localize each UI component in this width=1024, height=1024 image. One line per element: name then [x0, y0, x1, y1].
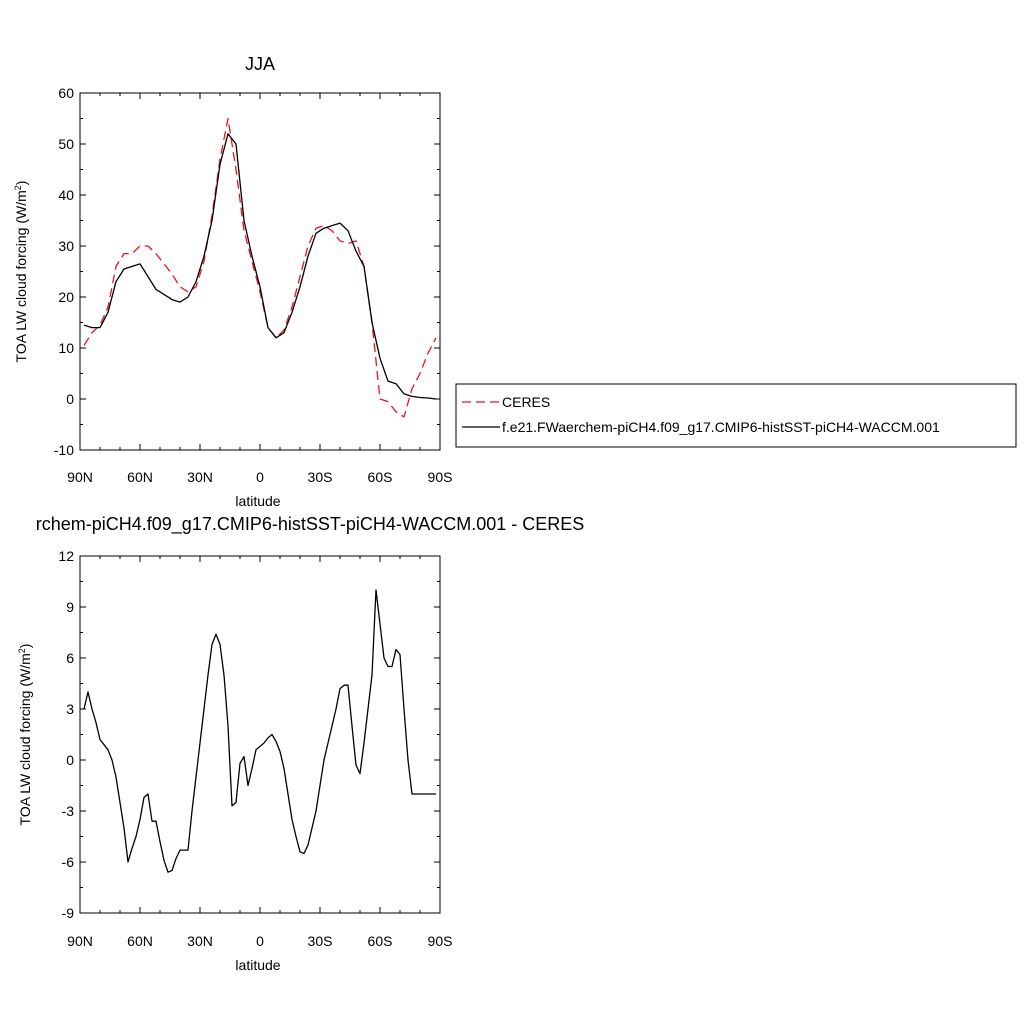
series-line-difference	[83, 589, 436, 873]
y-axis-label: TOA LW cloud forcing (W/m2)	[17, 644, 33, 826]
x-tick-label: 90S	[428, 469, 453, 485]
series-line-ceres	[83, 117, 437, 418]
plot-frame	[79, 92, 441, 451]
y-tick-label: 9	[66, 599, 74, 615]
chart-title: rchem-piCH4.f09_g17.CMIP6-histSST-piCH4-…	[36, 514, 585, 535]
y-tick-label: 6	[66, 650, 74, 666]
x-tick-label: 0	[256, 933, 264, 949]
y-tick-label: 30	[58, 238, 74, 254]
y-tick-label: -9	[62, 905, 75, 921]
y-tick-label: 40	[58, 187, 74, 203]
x-axis-label: latitude	[235, 957, 280, 973]
legend-box	[455, 383, 1017, 448]
x-tick-label: 90S	[428, 933, 453, 949]
y-tick-label: 20	[58, 289, 74, 305]
y-tick-label: 12	[58, 548, 74, 564]
x-tick-label: 90N	[67, 469, 93, 485]
x-tick-label: 60S	[368, 933, 393, 949]
y-tick-label: -6	[62, 854, 75, 870]
x-tick-label: 0	[256, 469, 264, 485]
y-tick-label: -3	[62, 803, 75, 819]
chart-title: JJA	[245, 54, 275, 74]
x-tick-label: 30N	[187, 933, 213, 949]
x-tick-label: 60S	[368, 469, 393, 485]
y-tick-label: 0	[66, 391, 74, 407]
y-axis-label-main: TOA LW cloud forcing (W/m	[13, 190, 29, 362]
y-tick-label: -10	[54, 442, 74, 458]
y-axis-label-main: TOA LW cloud forcing (W/m	[17, 653, 33, 825]
y-axis-label-close: )	[17, 644, 33, 649]
y-axis-label: TOA LW cloud forcing (W/m2)	[13, 181, 29, 363]
bottom-panel: rchem-piCH4.f09_g17.CMIP6-histSST-piCH4-…	[17, 514, 584, 973]
y-axis-label-close: )	[13, 181, 29, 186]
x-axis-label: latitude	[235, 493, 280, 509]
series-line-model	[83, 133, 437, 400]
y-tick-label: 60	[58, 85, 74, 101]
legend: CERES f.e21.FWaerchem-piCH4.f09_g17.CMIP6…	[455, 383, 1017, 448]
x-tick-label: 90N	[67, 933, 93, 949]
y-axis-label-exponent: 2	[17, 648, 27, 653]
x-tick-label: 30S	[308, 933, 333, 949]
legend-label-ceres: CERES	[502, 394, 550, 410]
y-tick-label: 0	[66, 752, 74, 768]
plot-frame	[79, 555, 441, 914]
x-tick-label: 30N	[187, 469, 213, 485]
y-axis-label-exponent: 2	[13, 185, 23, 190]
x-tick-label: 60N	[127, 933, 153, 949]
y-tick-label: 50	[58, 136, 74, 152]
y-tick-label: 10	[58, 340, 74, 356]
y-tick-label: 3	[66, 701, 74, 717]
top-panel: JJA 90N 60N 30N 0 30S 60S 90S -10 0 10 20 30 40 50 60 la…	[13, 54, 452, 509]
legend-label-model: f.e21.FWaerchem-piCH4.f09_g17.CMIP6-hist…	[502, 419, 940, 435]
x-tick-label: 60N	[127, 469, 153, 485]
x-tick-label: 30S	[308, 469, 333, 485]
